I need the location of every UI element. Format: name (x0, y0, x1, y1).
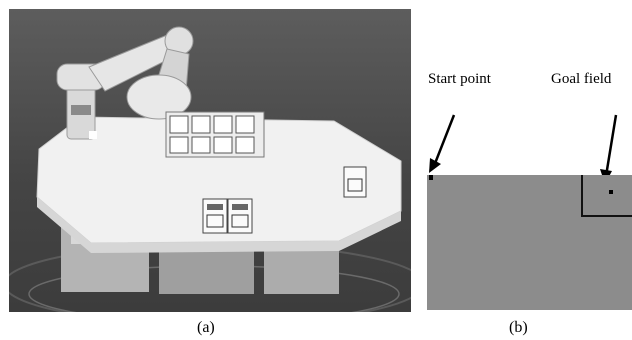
field-map: Start point Goal field (424, 60, 632, 315)
start-arrow-icon (429, 114, 456, 173)
arrows (429, 114, 618, 180)
field-area (427, 175, 632, 310)
caption-b: (b) (509, 319, 528, 336)
picture-cubes-front (202, 198, 253, 234)
goal-arrow-icon (600, 114, 618, 180)
robot-arm (56, 26, 194, 140)
photo-illustration (9, 26, 411, 312)
caption-a: (a) (197, 319, 215, 336)
goal-point-marker (609, 190, 613, 194)
picture-board (165, 111, 265, 158)
photo-robot-arm-table (9, 9, 411, 312)
goal-field-box (581, 175, 632, 217)
start-point-label: Start point (428, 71, 491, 87)
start-point-marker (429, 175, 433, 180)
picture-cube-right (343, 166, 367, 198)
goal-field-label: Goal field (551, 71, 612, 87)
